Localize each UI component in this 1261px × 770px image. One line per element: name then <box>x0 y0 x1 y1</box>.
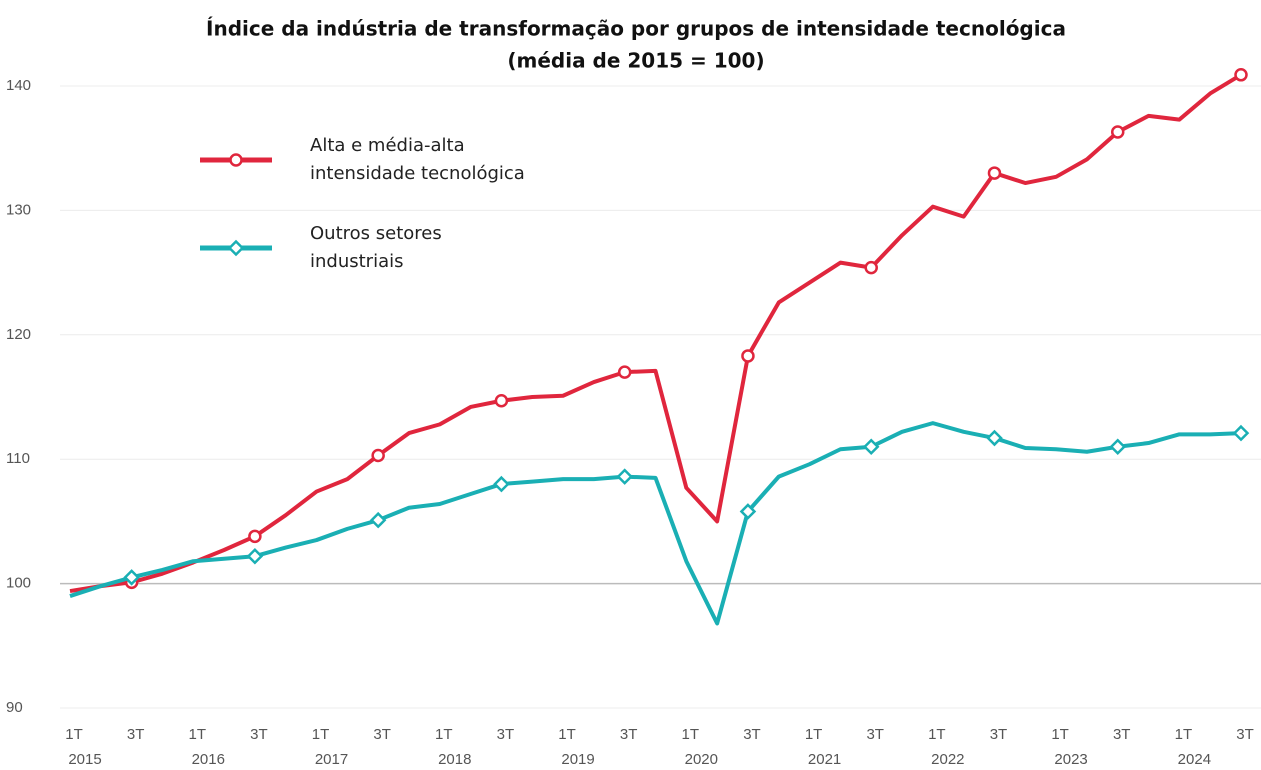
point-marker <box>741 349 755 363</box>
point-marker <box>369 511 387 529</box>
point-marker <box>371 448 385 463</box>
series-line <box>69 73 1243 594</box>
x-tick-label: 1T <box>805 726 823 743</box>
point-marker <box>1232 424 1250 442</box>
y-tick-label: 90 <box>6 699 23 716</box>
point-marker <box>862 438 880 456</box>
point-marker <box>986 429 1003 447</box>
legend-label: Outros setores industriais <box>310 223 442 272</box>
point-marker <box>616 468 633 485</box>
point-marker <box>1109 438 1127 456</box>
chart-title: Índice da indústria de transformação por… <box>206 17 1066 41</box>
year-label: 2016 <box>192 751 225 768</box>
x-tick-label: 3T <box>127 726 145 743</box>
point-marker <box>617 365 632 379</box>
year-label: 2024 <box>1178 751 1211 768</box>
x-tick-label: 1T <box>312 726 330 743</box>
point-marker <box>248 529 262 544</box>
year-label: 2022 <box>931 751 964 768</box>
y-tick-label: 140 <box>6 77 31 94</box>
x-tick-label: 3T <box>373 726 391 743</box>
y-tick-label: 130 <box>6 201 31 218</box>
point-marker <box>246 547 264 565</box>
legend-label-line: Outros setores <box>310 223 442 244</box>
point-marker <box>123 569 140 586</box>
year-label: 2017 <box>315 751 348 768</box>
x-tick-label: 1T <box>435 726 453 743</box>
x-tick-label: 3T <box>620 726 638 743</box>
series-line <box>69 421 1242 626</box>
x-tick-label: 3T <box>1236 726 1254 743</box>
x-tick-label: 3T <box>866 726 884 743</box>
x-tick-label: 3T <box>497 726 515 743</box>
x-tick-label: 1T <box>189 726 207 743</box>
year-label: 2018 <box>438 751 471 768</box>
x-tick-label: 3T <box>990 726 1008 743</box>
year-label: 2019 <box>561 751 594 768</box>
x-tick-label: 1T <box>1175 726 1193 743</box>
legend-label-line: industriais <box>310 251 404 272</box>
x-tick-label: 1T <box>558 726 576 743</box>
year-label: 2023 <box>1054 751 1087 768</box>
x-tick-label: 1T <box>928 726 946 743</box>
point-marker <box>864 260 878 275</box>
x-tick-label: 1T <box>682 726 700 743</box>
point-marker <box>1110 125 1125 139</box>
legend-label: Alta e média-alta intensidade tecnológica <box>310 135 525 184</box>
point-marker <box>494 393 509 408</box>
chart-subtitle: (média de 2015 = 100) <box>507 49 764 73</box>
x-tick-label: 1T <box>1051 726 1069 743</box>
x-tick-label: 1T <box>65 726 83 743</box>
legend-label-line: intensidade tecnológica <box>310 163 525 184</box>
point-marker <box>1234 68 1248 82</box>
y-tick-label: 110 <box>6 450 30 467</box>
point-marker <box>987 166 1002 180</box>
legend-marker <box>229 153 243 167</box>
y-tick-label: 120 <box>6 326 31 343</box>
point-marker <box>493 475 510 493</box>
legend-label-line: Alta e média-alta <box>310 135 465 156</box>
year-label: 2021 <box>808 751 841 768</box>
year-label: 2020 <box>685 751 718 768</box>
x-tick-label: 3T <box>743 726 761 743</box>
y-tick-label: 100 <box>6 575 31 592</box>
legend-marker <box>227 239 245 257</box>
year-label: 2015 <box>68 751 101 768</box>
x-tick-label: 3T <box>1113 726 1131 743</box>
x-tick-label: 3T <box>250 726 268 743</box>
point-marker <box>739 503 757 520</box>
